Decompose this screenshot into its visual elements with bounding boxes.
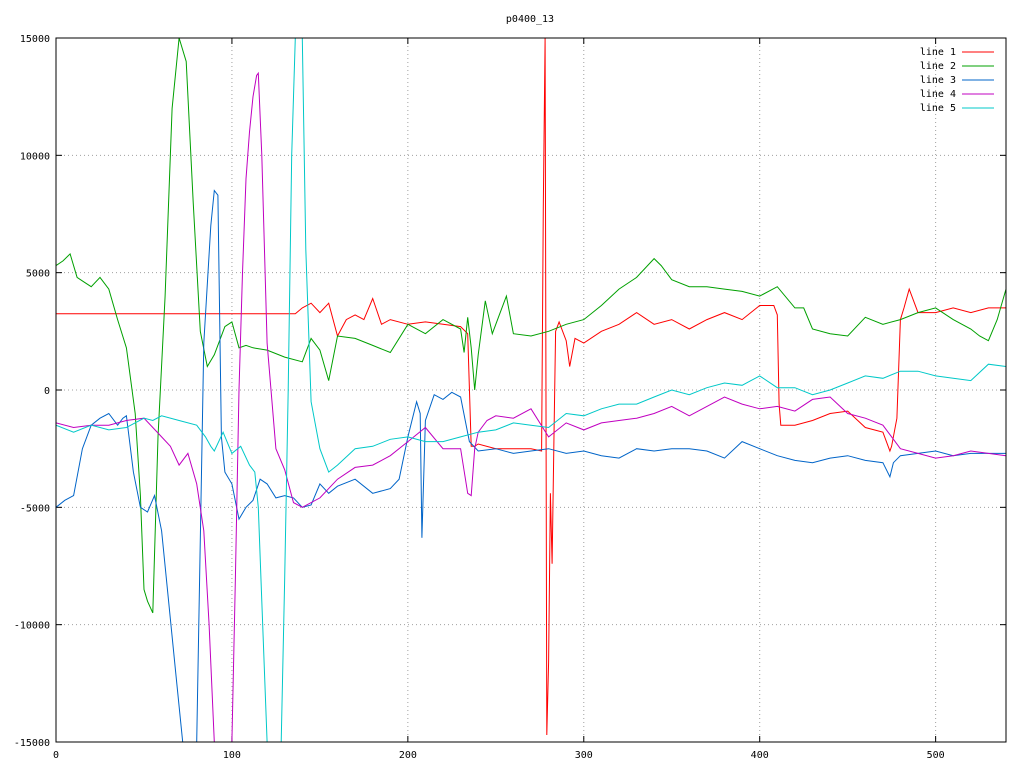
axis-ticks: -15000 -10000 -5000 0 5000 10000 15000 0 100 200 3… (14, 34, 1006, 761)
y-tick-label: -15000 (14, 738, 50, 749)
x-tick-label: 500 (927, 750, 945, 761)
chart-title: p0400_13 (506, 14, 554, 25)
legend-label: line 4 (920, 89, 956, 100)
x-tick-label: 0 (53, 750, 59, 761)
legend: line 1 line 2 line 3 line 4 line 5 (920, 47, 994, 114)
x-tick-label: 200 (399, 750, 417, 761)
x-tick-label: 300 (575, 750, 593, 761)
y-tick-label: 15000 (20, 34, 50, 45)
y-tick-label: 0 (44, 386, 50, 397)
series-line-5 (56, 38, 1006, 742)
y-tick-label: -10000 (14, 621, 50, 632)
x-tick-label: 400 (751, 750, 769, 761)
y-tick-label: 10000 (20, 151, 50, 162)
series-line-3 (56, 189, 1006, 742)
series-line-2 (56, 38, 1006, 614)
series-line-4 (56, 71, 1006, 742)
x-tick-label: 100 (223, 750, 241, 761)
series-lines (56, 38, 1006, 742)
legend-label: line 1 (920, 47, 956, 58)
legend-label: line 3 (920, 75, 956, 86)
legend-label: line 2 (920, 61, 956, 72)
legend-label: line 5 (920, 103, 956, 114)
plot-frame (55, 37, 1007, 743)
grid-lines (56, 38, 1006, 742)
y-tick-label: 5000 (26, 269, 50, 280)
series-line-1 (56, 38, 1006, 736)
y-tick-label: -5000 (20, 503, 50, 514)
